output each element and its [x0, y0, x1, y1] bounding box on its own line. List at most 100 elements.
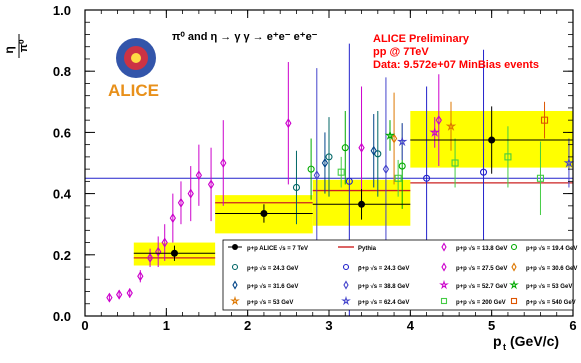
- alice-point-1: [260, 209, 268, 217]
- x-tick-label-6: 6: [569, 318, 576, 333]
- series-0-point-8: [177, 197, 185, 208]
- series-10: [445, 101, 457, 151]
- series-3-point-1: [423, 174, 431, 182]
- series-4: [358, 74, 442, 209]
- series-5: [390, 92, 398, 185]
- legend-label-7: p+p √s = 30.6 GeV: [526, 265, 577, 272]
- annotation-line-3: Data: 9.572e+07 MinBias events: [373, 59, 539, 71]
- series-2-point-0: [292, 183, 301, 192]
- axis-ticks: 0 1 2 3 4 5 6 0.0 0.2 0.4 0.6 0.8 1.0: [53, 3, 577, 333]
- legend-label-0: p+p ALICE √s = 7 TeV: [247, 245, 308, 252]
- series-0-point-3: [137, 271, 144, 282]
- series-0-point-0: [106, 292, 113, 303]
- legend-marker-11: [509, 279, 519, 290]
- legend-label-5: p̄+p √s = 24.3 GeV: [358, 265, 409, 272]
- series-4-point-1: [435, 115, 442, 126]
- x-tick-label-2: 2: [244, 318, 251, 333]
- series-6-point-1: [370, 145, 377, 156]
- series-0-point-4: [146, 252, 154, 263]
- alice-point-0: [170, 249, 178, 257]
- legend-marker-15: [510, 297, 518, 305]
- x-tick-label-4: 4: [407, 318, 415, 333]
- series-7-point-1: [382, 164, 390, 175]
- y-tick-label-3: 0.6: [53, 125, 71, 140]
- series-1-point-2: [398, 162, 406, 170]
- logo-center: [131, 53, 141, 63]
- x-label-main: p: [493, 333, 502, 349]
- series-1-point-1: [341, 144, 349, 152]
- legend-marker-9: [343, 280, 349, 290]
- legend-label-2: p+p √s = 13.8 GeV: [456, 245, 507, 252]
- series-4-point-0: [358, 142, 365, 153]
- legend-marker-4: [231, 263, 239, 271]
- series-6: [321, 114, 377, 194]
- x-tick-label-0: 0: [81, 318, 88, 333]
- legend-label-4: p+p √s = 24.3 GeV: [247, 265, 298, 272]
- y-tick-label-4: 0.8: [53, 64, 71, 79]
- legend-label-12: p+p √s = 53 GeV: [247, 299, 293, 306]
- series-8-point-0: [429, 126, 440, 137]
- series-2: [292, 110, 382, 225]
- series-0-point-7: [169, 213, 176, 224]
- legend-label-9: p+p √s = 38.8 GeV: [358, 283, 409, 290]
- legend-label-8: p+p √s = 31.6 GeV: [247, 283, 298, 290]
- series-3-point-0: [345, 177, 353, 185]
- legend-label-10: p+p √s = 52.7 GeV: [456, 283, 507, 290]
- x-label-subscript: t: [503, 342, 506, 352]
- series-9-point-0: [384, 129, 396, 140]
- series-6-point-0: [321, 157, 329, 169]
- series-2-point-1: [325, 153, 333, 161]
- series-0-point-12: [220, 157, 227, 169]
- series-1: [307, 110, 406, 209]
- series-0-point-5: [155, 246, 162, 257]
- series-12-point-0: [337, 168, 345, 176]
- series-12-point-3: [504, 153, 512, 161]
- y-label-denominator: π⁰: [18, 39, 30, 52]
- annotation-line-1: ALICE Preliminary: [373, 33, 470, 45]
- legend-label-6: p+p √s = 27.5 GeV: [456, 265, 507, 272]
- legend-marker-3: [510, 243, 518, 251]
- legend-label-14: p+p √s = 200 GeV: [456, 299, 506, 306]
- series-13: [540, 101, 549, 139]
- legend-label-15: p̄+p √s = 540 GeV: [526, 299, 576, 306]
- legend-marker-13: [341, 295, 351, 306]
- series-11-point-1: [563, 157, 575, 168]
- alice-point-2: [358, 200, 366, 208]
- y-tick-label-1: 0.2: [53, 248, 71, 263]
- y-tick-label-5: 1.0: [53, 3, 71, 18]
- process-label: π⁰ and η → γ γ → e⁺e⁻ e⁺e⁻: [172, 31, 318, 43]
- legend-marker-8: [232, 280, 238, 290]
- legend-marker-6: [441, 262, 447, 272]
- y-label-numerator: η: [2, 46, 16, 53]
- series-9: [384, 120, 396, 151]
- legend-label-1: Pythia: [358, 246, 377, 252]
- series-0-point-11: [207, 179, 215, 190]
- series-12-point-4: [536, 174, 545, 182]
- series-10-point-0: [445, 120, 457, 131]
- series-0-point-9: [187, 188, 194, 199]
- series-12-point-1: [394, 174, 402, 182]
- y-tick-label-2: 0.4: [53, 187, 72, 202]
- legend-marker-10: [439, 279, 449, 290]
- series-1-point-0: [307, 165, 315, 173]
- x-label-unit: (GeV/c): [510, 333, 559, 349]
- legend-label-3: p+p √s = 19.4 GeV: [526, 245, 577, 252]
- series-0: [106, 62, 292, 303]
- alice-logo: ALICE: [108, 38, 159, 100]
- x-tick-label-1: 1: [163, 318, 170, 333]
- alice-point-3: [488, 136, 496, 144]
- series-11-point-0: [396, 136, 408, 147]
- x-tick-label-5: 5: [488, 318, 495, 333]
- logo-text: ALICE: [108, 81, 159, 100]
- y-axis-label: η π⁰: [2, 34, 30, 58]
- x-tick-label-3: 3: [325, 318, 332, 333]
- series-0-point-6: [161, 237, 168, 248]
- legend-label-11: p+p √s = 53 GeV: [526, 283, 572, 290]
- series-0-point-13: [285, 118, 292, 129]
- series-7-point-0: [313, 170, 320, 181]
- series-3-point-2: [479, 168, 488, 176]
- series-0-point-2: [126, 288, 133, 299]
- legend-marker-7: [511, 262, 517, 272]
- legend-marker-12: [230, 295, 240, 306]
